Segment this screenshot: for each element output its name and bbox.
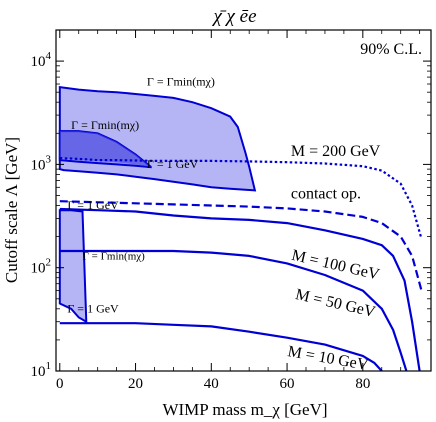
y-tick-label: 102 bbox=[31, 257, 52, 277]
annotation-label: Γ = Γmin(mχ) bbox=[71, 118, 139, 132]
plot-content bbox=[58, 85, 423, 371]
x-tick-label: 20 bbox=[128, 376, 143, 392]
annotation-label: M = 10 GeV bbox=[286, 343, 370, 374]
series-line-5 bbox=[59, 322, 383, 371]
region-overlap bbox=[59, 131, 151, 167]
x-tick-label: 0 bbox=[56, 376, 64, 392]
x-axis-title: WIMP mass m_χ [GeV] bbox=[162, 400, 327, 419]
y-tick-label: 104 bbox=[31, 50, 52, 70]
annotation-label: Γ = Γmin(mχ) bbox=[83, 251, 146, 263]
annotation-label: Γ = 1 GeV bbox=[67, 301, 119, 315]
series-line-4 bbox=[59, 249, 408, 371]
annotation-label: Γ = 1 GeV bbox=[67, 198, 119, 212]
x-tick-label: 60 bbox=[280, 376, 295, 392]
series-line-2 bbox=[59, 200, 423, 291]
y-tick-label: 101 bbox=[31, 360, 52, 380]
plot-area: 0 20 40 60 80 101 102 103 104 M = 200 GeV contact … bbox=[31, 29, 432, 392]
chart-title: χ̄ χ ēe bbox=[211, 6, 256, 27]
x-tick-label: 80 bbox=[355, 376, 370, 392]
series-line-1 bbox=[59, 157, 423, 240]
annotation-label: M = 100 GeV bbox=[290, 247, 381, 284]
annotation-label: Γ = Γmin(mχ) bbox=[147, 75, 215, 89]
annotation-label: M = 200 GeV bbox=[291, 143, 381, 160]
confidence-level-label: 90% C.L. bbox=[360, 41, 422, 58]
y-tick-label: 103 bbox=[31, 153, 52, 173]
y-axis-title: Cutoff scale Λ [GeV] bbox=[2, 137, 21, 283]
series-line-3 bbox=[59, 207, 421, 371]
annotation-label: contact op. bbox=[291, 185, 361, 202]
plot-frame bbox=[55, 29, 432, 372]
x-tick-label: 40 bbox=[204, 376, 219, 392]
annotation-label: Γ = 1 GeV bbox=[147, 157, 199, 171]
